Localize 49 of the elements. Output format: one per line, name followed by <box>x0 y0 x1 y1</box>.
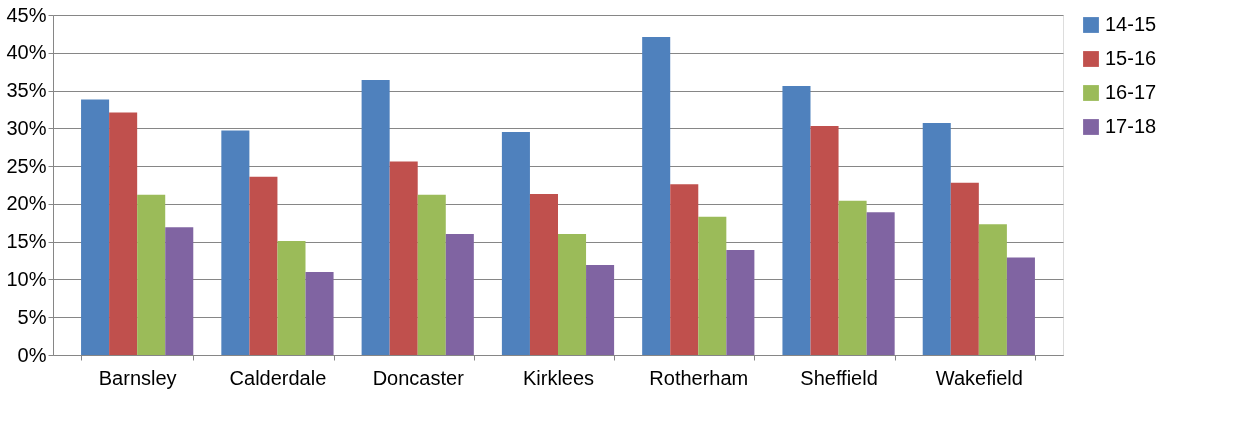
bar <box>501 132 530 355</box>
y-tick-label: 40% <box>6 41 47 64</box>
x-tick-label: Doncaster <box>372 366 465 389</box>
y-tick-label: 20% <box>6 192 47 215</box>
bar <box>249 176 278 355</box>
y-tick-label: 15% <box>6 230 47 253</box>
x-tick-label: Sheffield <box>800 366 878 389</box>
bar <box>978 224 1007 355</box>
bar <box>586 265 615 355</box>
bar <box>810 126 839 355</box>
bar <box>81 99 110 355</box>
bar <box>866 212 895 355</box>
x-tick-label: Rotherham <box>649 366 749 389</box>
y-tick-label: 35% <box>6 79 47 102</box>
legend-label: 15-16 <box>1105 47 1157 69</box>
bar <box>950 182 979 355</box>
bar <box>361 79 390 355</box>
x-tick-label: Barnsley <box>98 366 177 389</box>
bar <box>277 240 306 355</box>
bar <box>782 86 811 355</box>
bar <box>726 249 755 355</box>
legend-label: 16-17 <box>1105 81 1157 103</box>
y-tick-label: 45% <box>6 3 47 26</box>
bar <box>922 123 951 355</box>
bar <box>698 216 727 355</box>
bar <box>417 194 446 355</box>
bar <box>445 234 474 355</box>
bar <box>642 36 671 355</box>
y-tick-label: 5% <box>17 305 47 328</box>
x-tick-label: Kirklees <box>522 366 595 389</box>
bar <box>558 234 587 355</box>
x-tick-label: Wakefield <box>935 366 1023 389</box>
y-tick-label: 10% <box>6 267 47 290</box>
bar <box>109 112 138 355</box>
bar <box>305 271 334 355</box>
bar <box>529 194 558 355</box>
bar <box>1006 257 1035 355</box>
bar <box>670 184 699 355</box>
bar <box>137 194 166 355</box>
bar <box>838 200 867 355</box>
y-tick-label: 25% <box>6 154 47 177</box>
y-tick-label: 30% <box>6 116 47 139</box>
legend-label: 14-15 <box>1105 13 1157 35</box>
x-tick-label: Calderdale <box>229 366 327 389</box>
legend-label: 17-18 <box>1105 115 1157 137</box>
bar <box>165 227 194 355</box>
y-tick-label: 0% <box>17 343 47 366</box>
bar <box>221 130 250 355</box>
bar <box>389 161 418 355</box>
